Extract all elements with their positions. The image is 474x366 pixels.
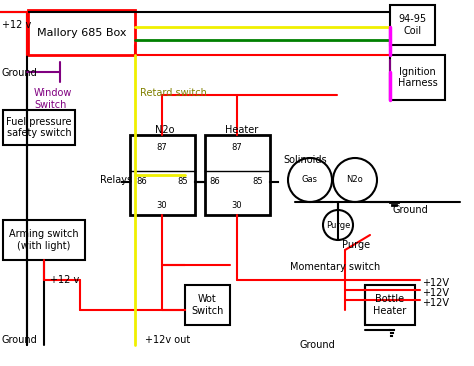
Text: +12v out: +12v out	[145, 335, 190, 345]
Text: Ground: Ground	[300, 340, 336, 350]
Text: Momentary switch: Momentary switch	[290, 262, 380, 272]
Text: N2o: N2o	[346, 176, 364, 184]
Bar	[3, 220, 85, 260]
Bar	[365, 285, 415, 325]
Bar	[205, 135, 270, 215]
Bar	[390, 55, 445, 100]
Text: Wot
Switch: Wot Switch	[191, 294, 224, 316]
Text: 87: 87	[156, 143, 167, 153]
Bar	[130, 135, 195, 215]
Bar	[185, 285, 230, 325]
Text: Ground: Ground	[393, 205, 429, 215]
Bar	[3, 110, 75, 145]
Text: +12V: +12V	[422, 278, 449, 288]
Text: 94-95
Coil: 94-95 Coil	[399, 14, 427, 36]
Text: Window
Switch: Window Switch	[34, 88, 73, 109]
Text: N2o: N2o	[155, 125, 174, 135]
Text: Ground: Ground	[2, 68, 38, 78]
Text: 85: 85	[253, 178, 264, 187]
Text: Bottle
Heater: Bottle Heater	[374, 294, 407, 316]
Text: Gas: Gas	[302, 176, 318, 184]
Text: 86: 86	[137, 178, 147, 187]
Text: Retard switch: Retard switch	[140, 88, 207, 98]
Text: Purge: Purge	[326, 220, 350, 229]
Text: Arming switch
(with light): Arming switch (with light)	[9, 229, 79, 251]
Bar	[28, 10, 135, 55]
Text: Ignition
Harness: Ignition Harness	[398, 67, 438, 88]
Text: +12 v: +12 v	[50, 275, 79, 285]
Text: +12 v: +12 v	[2, 20, 31, 30]
Text: 86: 86	[210, 178, 220, 187]
Bar	[390, 5, 435, 45]
Text: 30: 30	[157, 201, 167, 209]
Text: Purge: Purge	[342, 240, 370, 250]
Text: Fuel pressure
safety switch: Fuel pressure safety switch	[6, 117, 72, 138]
Text: Ground: Ground	[2, 335, 38, 345]
Text: 87: 87	[232, 143, 242, 153]
Text: Solinoids: Solinoids	[283, 155, 327, 165]
Text: 85: 85	[178, 178, 188, 187]
Text: Relays: Relays	[100, 175, 132, 185]
Text: 30: 30	[232, 201, 242, 209]
Text: +12V: +12V	[422, 298, 449, 308]
Circle shape	[333, 158, 377, 202]
Text: Heater: Heater	[225, 125, 258, 135]
Text: Mallory 685 Box: Mallory 685 Box	[37, 27, 126, 37]
Circle shape	[288, 158, 332, 202]
Text: +12V: +12V	[422, 288, 449, 298]
Circle shape	[323, 210, 353, 240]
